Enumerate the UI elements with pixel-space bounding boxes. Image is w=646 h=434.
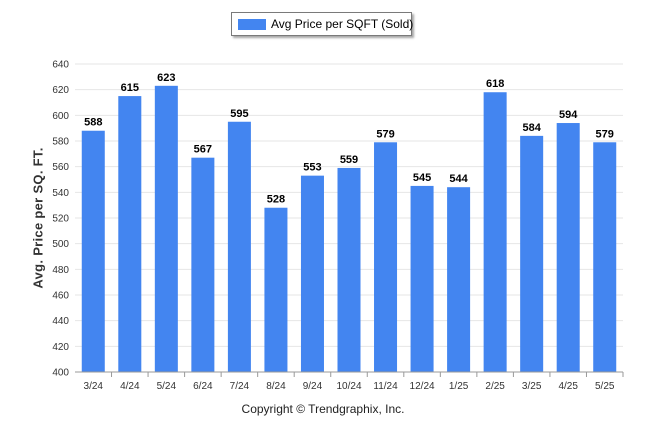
y-tick-label: 480 (52, 265, 69, 276)
bar (154, 85, 178, 373)
y-tick-label: 460 (52, 291, 69, 302)
data-label: 559 (340, 154, 358, 166)
data-label: 579 (376, 128, 394, 140)
y-axis-ticks: 400 420 440 460 480 500 520 540 560 580 600 620 640 (52, 60, 69, 379)
x-tick-label: 8/24 (266, 381, 286, 392)
x-tick-label: 1/25 (449, 381, 469, 392)
x-tick-label: 4/24 (120, 381, 140, 392)
x-tick-label: 10/24 (336, 381, 361, 392)
data-label: 588 (84, 117, 102, 129)
data-label: 595 (230, 108, 248, 120)
y-tick-label: 440 (52, 316, 69, 327)
data-label: 567 (194, 144, 212, 156)
data-labels: 588 615 623 567 595 528 553 559 579 545 544 618 584 5… (84, 72, 614, 206)
data-label: 623 (157, 72, 175, 84)
y-tick-label: 580 (52, 137, 69, 148)
bar (483, 92, 507, 372)
legend-swatch (238, 19, 266, 30)
x-tick-label: 11/24 (373, 381, 398, 392)
x-tick-label: 5/24 (157, 381, 177, 392)
y-tick-label: 520 (52, 214, 69, 225)
copyright-text: Copyright © Trendgraphix, Inc. (241, 402, 405, 416)
y-tick-label: 640 (52, 60, 69, 71)
y-tick-label: 500 (52, 239, 69, 250)
y-tick-label: 540 (52, 188, 69, 199)
bars (81, 85, 617, 373)
bar (447, 187, 471, 372)
data-label: 579 (596, 128, 614, 140)
bar (264, 207, 288, 372)
y-tick-label: 560 (52, 162, 69, 173)
x-tick-label: 6/24 (193, 381, 213, 392)
x-tick-label: 2/25 (485, 381, 505, 392)
legend-label: Avg Price per SQFT (Sold) (271, 17, 414, 31)
x-tick-label: 3/25 (522, 381, 542, 392)
data-label: 544 (449, 173, 468, 185)
x-tick-label: 9/24 (303, 381, 323, 392)
data-label: 618 (486, 78, 504, 90)
y-tick-label: 600 (52, 111, 69, 122)
bar (81, 130, 105, 372)
data-label: 545 (413, 172, 431, 184)
bar (556, 123, 580, 373)
y-axis-label: Avg. Price per SQ. FT. (30, 147, 46, 289)
x-tick-label: 12/24 (410, 381, 435, 392)
bar (227, 121, 251, 372)
data-label: 528 (267, 194, 285, 206)
data-label: 594 (559, 109, 578, 121)
data-label: 615 (121, 82, 139, 94)
x-tick-label: 4/25 (558, 381, 578, 392)
y-tick-label: 620 (52, 85, 69, 96)
bar (118, 96, 142, 372)
y-tick-label: 420 (52, 342, 69, 353)
bar (374, 142, 398, 372)
x-tick-label: 5/25 (595, 381, 615, 392)
y-tick-label: 400 (52, 368, 69, 379)
bar (410, 185, 434, 372)
legend[interactable]: Avg Price per SQFT (Sold) (231, 12, 414, 36)
data-label: 553 (303, 162, 321, 174)
bar (191, 157, 215, 372)
x-tick-label: 7/24 (230, 381, 250, 392)
bar (337, 167, 361, 372)
bar (520, 135, 544, 372)
bar (300, 175, 324, 372)
bar (593, 142, 617, 372)
x-axis-ticks: 3/24 4/24 5/24 6/24 7/24 8/24 9/24 10/24 11/24 12… (84, 372, 624, 392)
data-label: 584 (522, 122, 541, 134)
x-tick-label: 3/24 (84, 381, 104, 392)
